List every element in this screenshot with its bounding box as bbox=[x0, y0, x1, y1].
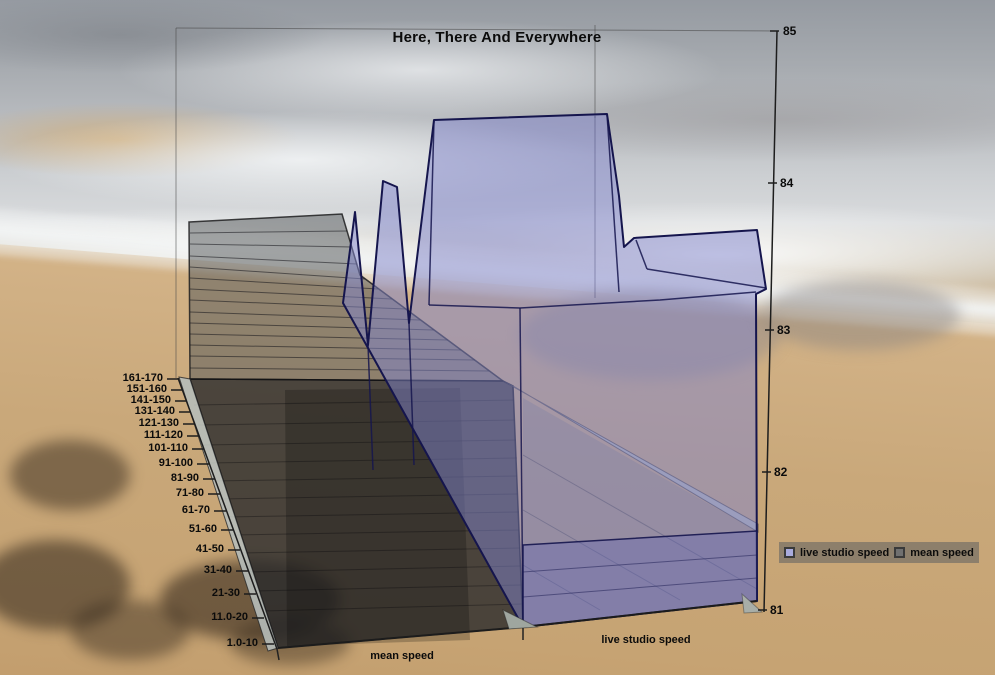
chart-floor bbox=[276, 592, 764, 661]
category-label: 81-90 bbox=[170, 472, 199, 484]
chart-title: Here, There And Everywhere bbox=[392, 29, 602, 46]
back-wall-gridlines bbox=[175, 25, 778, 378]
series-live-studio-speed[interactable] bbox=[342, 113, 767, 628]
category-label: 71-80 bbox=[175, 487, 204, 499]
category-label: 121-130 bbox=[138, 417, 179, 429]
value-tick-82: 82 bbox=[774, 465, 788, 479]
category-label: 131-140 bbox=[134, 405, 175, 417]
value-tick-81: 81 bbox=[770, 603, 784, 617]
category-label: 51-60 bbox=[188, 523, 217, 535]
category-label: 11.0-20 bbox=[211, 611, 248, 623]
legend-label-live-studio-speed: live studio speed bbox=[800, 546, 890, 559]
series-axis-label-live-studio-speed: live studio speed bbox=[601, 634, 691, 646]
category-label: 41-50 bbox=[195, 543, 224, 555]
blue-interior-edges bbox=[367, 113, 767, 628]
category-label: 141-150 bbox=[130, 394, 171, 406]
blue-band-gridlines bbox=[522, 554, 758, 598]
legend-swatch-mean-speed bbox=[894, 547, 906, 558]
category-label: 1.0-10 bbox=[226, 637, 258, 649]
category-label: 101-110 bbox=[148, 442, 188, 454]
category-label: 161-170 bbox=[122, 372, 163, 384]
value-tick-83: 83 bbox=[777, 323, 791, 337]
footprint-shadow bbox=[10, 440, 130, 510]
category-label: 21-30 bbox=[211, 587, 240, 599]
category-label: 151-160 bbox=[126, 383, 167, 395]
category-label: 91-100 bbox=[158, 457, 193, 469]
category-label: 111-120 bbox=[143, 429, 183, 441]
legend-label-mean-speed: mean speed bbox=[910, 546, 974, 559]
category-axis[interactable] bbox=[167, 377, 278, 650]
wet-sand-patch bbox=[760, 280, 960, 350]
category-label: 61-70 bbox=[181, 504, 210, 516]
category-label: 31-40 bbox=[203, 564, 232, 576]
value-tick-84: 84 bbox=[780, 176, 794, 190]
footprint-shadow bbox=[0, 540, 130, 630]
legend-swatch-live-studio-speed bbox=[784, 547, 795, 558]
legend[interactable]: live studio speed mean speed bbox=[779, 542, 979, 563]
value-tick-85: 85 bbox=[783, 24, 797, 38]
value-axis[interactable] bbox=[758, 30, 779, 613]
series-axis-label-mean-speed: mean speed bbox=[370, 650, 434, 662]
